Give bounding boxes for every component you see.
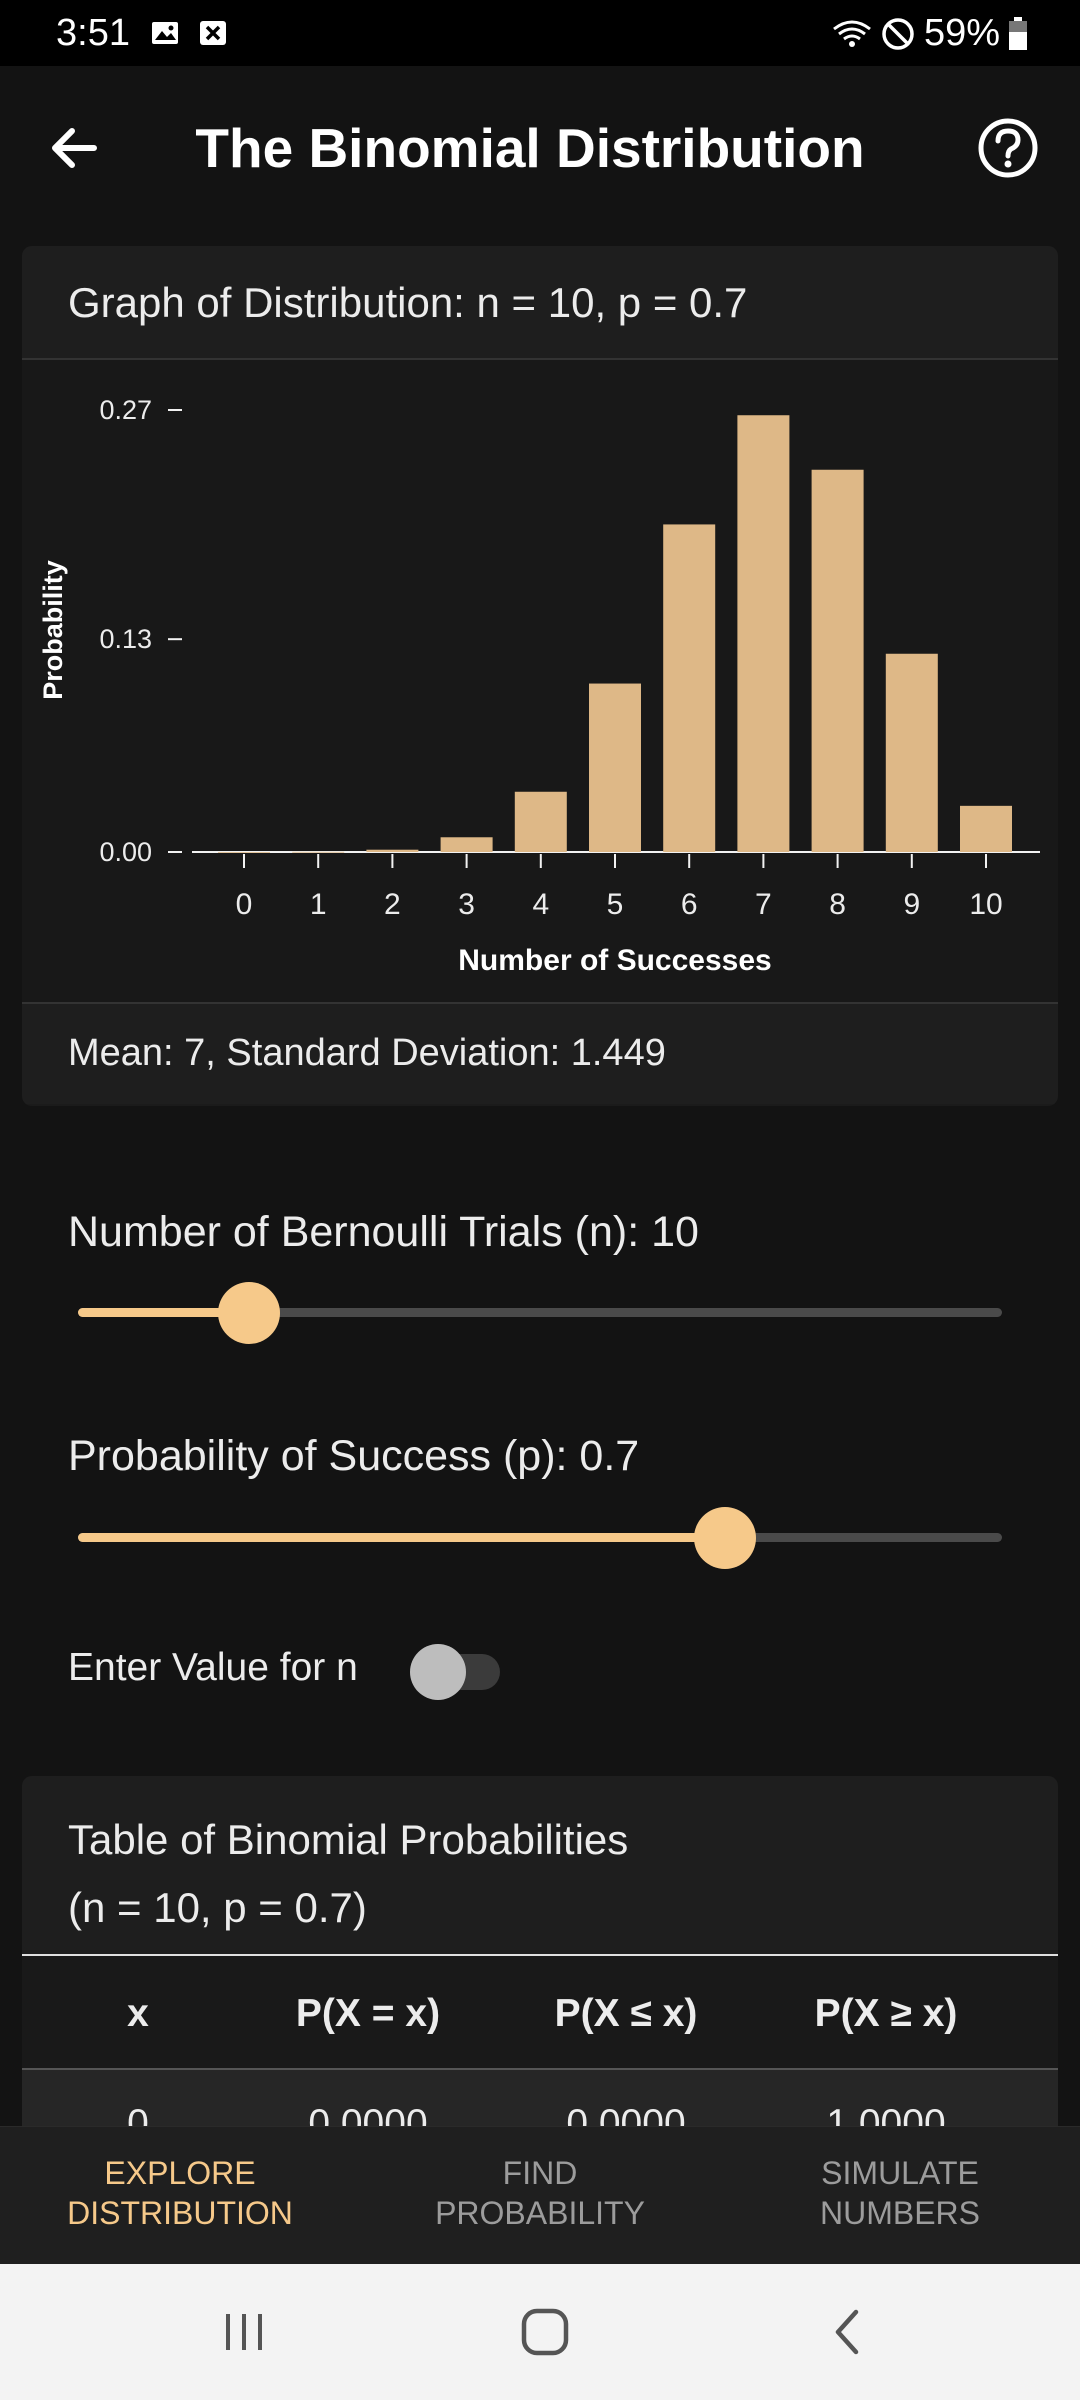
x-tick-label: 1 <box>310 888 327 921</box>
status-right: 59% <box>832 12 1028 55</box>
page-title: The Binomial Distribution <box>195 117 865 179</box>
table-heading-line1: Table of Binomial Probabilities <box>68 1816 629 1863</box>
column-header-sf: P(X ≥ x) <box>814 1992 958 2035</box>
chart-bar <box>960 805 1012 852</box>
nav-label: SIMULATE <box>821 2155 979 2191</box>
table-heading-line2: (n = 10, p = 0.7) <box>68 1884 367 1931</box>
back-arrow-icon[interactable] <box>44 118 104 178</box>
bottom-nav: EXPLORE DISTRIBUTION FIND PROBABILITY SI… <box>0 2126 1080 2264</box>
back-nav-icon[interactable] <box>818 2306 878 2358</box>
nav-simulate-numbers[interactable]: SIMULATE NUMBERS <box>720 2153 1080 2233</box>
nav-label: NUMBERS <box>819 2195 980 2231</box>
recents-icon[interactable] <box>214 2306 274 2358</box>
help-icon[interactable] <box>976 116 1040 180</box>
chart-svg: 0.00 0.13 0.27 Probability 0 1 2 3 4 5 6 7 8 9 10 Numbe… <box>38 395 1040 977</box>
x-tick-label: 6 <box>681 888 698 921</box>
chart-bar <box>292 851 345 853</box>
table-heading: Table of Binomial Probabilities (n = 10,… <box>22 1776 1058 1956</box>
nav-explore-distribution[interactable]: EXPLORE DISTRIBUTION <box>0 2153 360 2233</box>
table-row: 0 0.0000 0.0000 1.0000 <box>22 2070 1058 2136</box>
chart-bar <box>589 683 641 852</box>
x-tick-label: 8 <box>829 888 846 921</box>
x-tick-label: 4 <box>532 888 549 921</box>
n-slider-track <box>78 1308 1002 1317</box>
chart-bar <box>663 524 716 852</box>
toggle-thumb[interactable] <box>410 1644 466 1700</box>
x-tick-label: 10 <box>969 888 1002 921</box>
graph-summary: Mean: 7, Standard Deviation: 1.449 <box>22 1004 1058 1104</box>
home-icon[interactable] <box>515 2306 575 2358</box>
n-slider-fill <box>78 1308 249 1317</box>
y-tick-label: 0.27 <box>99 395 152 425</box>
battery-icon <box>1009 16 1027 50</box>
p-slider-thumb[interactable] <box>693 1507 756 1569</box>
p-slider-label: Probability of Success (p): 0.7 <box>68 1432 640 1480</box>
x-tick-label: 5 <box>607 888 624 921</box>
y-tick-label: 0.13 <box>99 624 152 654</box>
app-bar: The Binomial Distribution <box>0 66 1080 234</box>
chart-bar <box>737 415 790 852</box>
nav-label: EXPLORE <box>104 2155 256 2191</box>
chart-bar <box>514 791 567 852</box>
graph-card: Graph of Distribution: n = 10, p = 0.7 0… <box>22 246 1058 1106</box>
nav-label: PROBABILITY <box>435 2195 645 2231</box>
graph-heading: Graph of Distribution: n = 10, p = 0.7 <box>22 246 1058 360</box>
x-tick-label: 2 <box>384 888 401 921</box>
enter-n-toggle[interactable] <box>410 1642 502 1700</box>
system-nav-bar <box>0 2264 1080 2400</box>
chart-bar <box>885 653 938 852</box>
x-tick-label: 9 <box>903 888 920 921</box>
column-header-pmf: P(X = x) <box>295 1992 441 2035</box>
table-card: Table of Binomial Probabilities (n = 10,… <box>22 1776 1058 2136</box>
n-slider[interactable] <box>78 1282 1002 1344</box>
column-header-cdf: P(X ≤ x) <box>554 1992 698 2035</box>
nav-label: DISTRIBUTION <box>67 2195 293 2231</box>
n-slider-label: Number of Bernoulli Trials (n): 10 <box>68 1208 699 1256</box>
y-axis-label: Probability <box>38 560 68 700</box>
dnd-icon <box>882 17 914 50</box>
x-tick-label: 7 <box>755 888 772 921</box>
status-time: 3:51 <box>56 12 130 54</box>
close-box-icon <box>200 21 226 45</box>
enter-n-label: Enter Value for n <box>68 1646 358 1689</box>
p-slider-fill <box>78 1533 725 1542</box>
x-tick-label: 3 <box>458 888 475 921</box>
chart-bar <box>440 837 493 852</box>
n-slider-thumb[interactable] <box>217 1282 280 1344</box>
x-tick-label: 0 <box>236 888 253 921</box>
table-header-row: x P(X = x) P(X ≤ x) P(X ≥ x) <box>22 1956 1058 2070</box>
p-slider[interactable] <box>78 1507 1002 1569</box>
wifi-icon <box>833 20 871 47</box>
y-tick-label: 0.00 <box>99 837 152 867</box>
chart-bar <box>218 852 270 853</box>
chart-bar <box>811 469 864 852</box>
distribution-chart: 0.00 0.13 0.27 Probability 0 1 2 3 4 5 6 7 8 9 10 Numbe… <box>22 360 1058 1004</box>
column-header-x: x <box>127 1992 149 2035</box>
x-axis-label: Number of Successes <box>458 944 771 977</box>
nav-label: FIND <box>502 2155 578 2191</box>
gallery-icon <box>152 22 178 44</box>
status-bar: 3:51 59% <box>0 0 1080 66</box>
chart-bar <box>366 849 419 852</box>
nav-find-probability[interactable]: FIND PROBABILITY <box>360 2153 720 2233</box>
battery-text: 59% <box>923 12 1000 54</box>
